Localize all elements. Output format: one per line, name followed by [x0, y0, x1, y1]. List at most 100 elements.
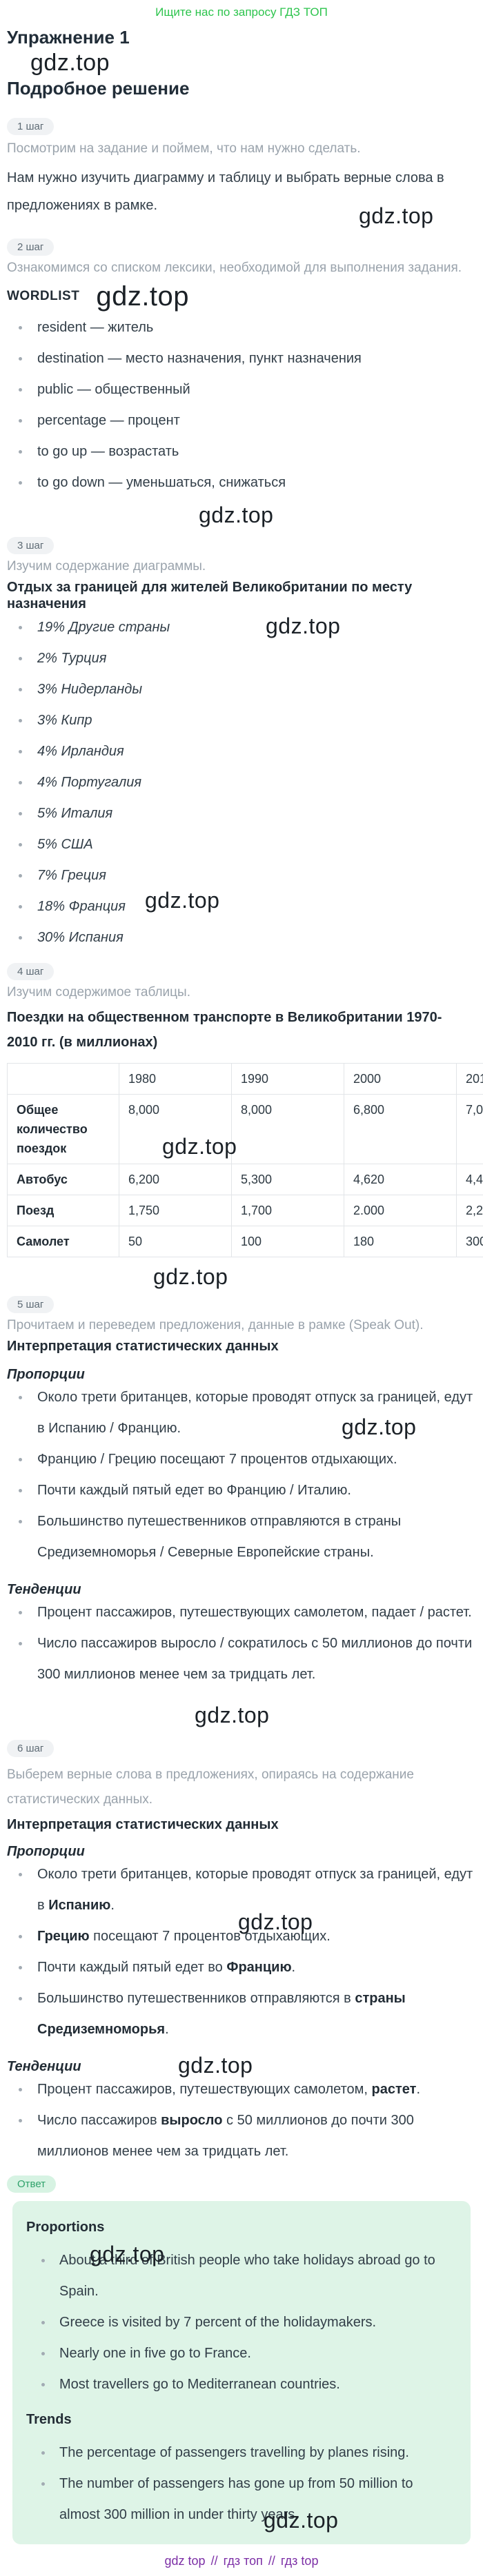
list-item: 19% Другие страны: [7, 612, 476, 643]
proportions-list-6: Около трети британцев, которые проводят …: [7, 1859, 476, 2045]
list-item: Около трети британцев, которые проводят …: [7, 1382, 476, 1444]
value-cell: 50: [119, 1226, 232, 1257]
value-cell: 180: [344, 1226, 457, 1257]
value-cell: 7,000: [456, 1094, 483, 1164]
wordlist-heading: WORDLIST: [7, 289, 80, 303]
list-item: 30% Испания: [7, 922, 476, 953]
value-cell: 1,700: [231, 1195, 344, 1226]
gdz-watermark: gdz.top: [96, 281, 190, 312]
proportions-list-5: Около трети британцев, которые проводят …: [7, 1382, 476, 1568]
gdz-watermark: gdz.top: [359, 203, 434, 228]
value-cell: 8,000: [231, 1094, 344, 1164]
value-cell: 5,300: [231, 1164, 344, 1195]
table-header-cell: [7, 1063, 119, 1095]
step-1-section: 1 шаг Посмотрим на задание и поймем, что…: [7, 97, 476, 219]
exercise-title: Упражнение 1: [7, 27, 130, 48]
step-note-2: Ознакомимся со списком лексики, необходи…: [7, 261, 462, 275]
list-item: Францию / Грецию посещают 7 процентов от…: [7, 1444, 476, 1475]
list-item: Nearly one in five go to France.: [26, 2338, 457, 2369]
list-item: 4% Ирландия: [7, 736, 476, 767]
wordlist-list: resident — житель destination — место наз…: [7, 312, 476, 498]
step-2-section: 2 шаг Ознакомимся со списком лексики, не…: [7, 219, 476, 498]
list-item: Почти каждый пятый едет во Францию / Ита…: [7, 1475, 476, 1506]
value-cell: 100: [231, 1226, 344, 1257]
solution-subtitle: Подробное решение: [7, 78, 190, 99]
list-item: Greece is visited by 7 percent of the ho…: [26, 2307, 457, 2338]
list-item: Процент пассажиров, путешествующих самол…: [7, 1597, 476, 1628]
answer-trends-title: Trends: [26, 2412, 72, 2427]
step-note-4: Изучим содержимое таблицы.: [7, 985, 190, 1000]
list-item: to go down — уменьшаться, снижаться: [7, 467, 476, 498]
list-item: 18% Франция: [7, 891, 476, 922]
answer-proportions-list: About a third of British people who take…: [26, 2245, 457, 2400]
step-badge-3: 3 шаг: [7, 537, 55, 554]
row-label-cell: Самолет: [7, 1226, 119, 1257]
table-row: Самолет50100180300 (4,5%): [7, 1226, 483, 1257]
list-item: percentage — процент: [7, 405, 476, 436]
gdz-watermark: gdz.top: [178, 2053, 253, 2078]
list-item: Большинство путешественников отправляютс…: [7, 1983, 476, 2045]
table-header-cell: 2010: [456, 1063, 483, 1095]
value-cell: 8,000: [119, 1094, 232, 1164]
gdz-watermark: gdz.top: [264, 2508, 339, 2533]
list-item: to go up — возрастать: [7, 436, 476, 467]
table-header-cell: 1990: [231, 1063, 344, 1095]
list-item: The percentage of passengers travelling …: [26, 2437, 457, 2468]
footer-links: gdz top // гдз топ // гдз top: [7, 2554, 476, 2568]
gdz-watermark: gdz.top: [153, 1264, 228, 1289]
list-item: 5% США: [7, 829, 476, 860]
table-header-cell: 1980: [119, 1063, 232, 1095]
value-cell: 4,620: [344, 1164, 457, 1195]
top-search-link[interactable]: Ищите нас по запросу ГДЗ ТОП: [155, 6, 328, 19]
table-header-row: 1980199020002010: [7, 1063, 483, 1095]
step-badge-4: 4 шаг: [7, 963, 55, 980]
answer-badge: Ответ: [7, 2176, 57, 2193]
answer-box: Proportions About a third of British peo…: [12, 2201, 471, 2544]
list-item: Most travellers go to Mediterranean coun…: [26, 2369, 457, 2400]
list-item: public — общественный: [7, 374, 476, 405]
step-badge-6: 6 шаг: [7, 1740, 55, 1757]
row-label-cell: Поезд: [7, 1195, 119, 1226]
table-header-cell: 2000: [344, 1063, 457, 1095]
step-badge-1: 1 шаг: [7, 118, 55, 135]
value-cell: 300 (4,5%): [456, 1226, 483, 1257]
trends-title-6: Тенденции: [7, 2059, 81, 2074]
value-cell: 1,750: [119, 1195, 232, 1226]
step-3-section: 3 шаг Изучим содержание диаграммы. Отдых…: [7, 527, 476, 953]
list-item: Число пассажиров выросло с 50 миллионов …: [7, 2105, 476, 2167]
footer-separator: //: [268, 2554, 275, 2568]
gdz-watermark: gdz.top: [195, 1703, 270, 1727]
gdz-watermark: gdz.top: [342, 1414, 417, 1439]
step-4-section: 4 шаг Изучим содержимое таблицы. Поездки…: [7, 953, 483, 1257]
list-item: 4% Португалия: [7, 767, 476, 798]
footer-link-2[interactable]: гдз топ: [223, 2554, 263, 2568]
list-item: 3% Нидерланды: [7, 674, 476, 705]
value-cell: 2.000: [344, 1195, 457, 1226]
value-cell: 2,250 (32%): [456, 1195, 483, 1226]
diagram-list: 19% Другие страны 2% Турция 3% Нидерланды 3…: [7, 612, 476, 953]
footer-link-1[interactable]: gdz top: [164, 2554, 206, 2568]
step-badge-2: 2 шаг: [7, 239, 55, 256]
step-1-text: Нам нужно изучить диаграмму и таблицу и …: [7, 170, 444, 213]
list-item: 3% Кипр: [7, 705, 476, 736]
gdz-watermark: gdz.top: [30, 50, 110, 76]
gdz-watermark: gdz.top: [199, 503, 274, 527]
interpretation-heading-6: Интерпретация статистических данных: [7, 1817, 279, 1832]
step-5-section: 5 шаг Прочитаем и переведем предложения,…: [7, 1289, 476, 1690]
footer-separator: //: [210, 2554, 218, 2568]
trends-title-5: Тенденции: [7, 1582, 81, 1597]
value-cell: 4,450 (63,5%): [456, 1164, 483, 1195]
row-label-cell: Автобус: [7, 1164, 119, 1195]
step-badge-5: 5 шаг: [7, 1296, 55, 1313]
transport-table: 1980199020002010Общее количество поездок…: [7, 1063, 483, 1257]
list-item: Большинство путешественников отправляютс…: [7, 1506, 476, 1568]
value-cell: 6,800: [344, 1094, 457, 1164]
list-item: destination — место назначения, пункт на…: [7, 343, 476, 374]
footer-link-3[interactable]: гдз top: [280, 2554, 319, 2568]
list-item: Около трети британцев, которые проводят …: [7, 1859, 476, 1921]
step-note-1: Посмотрим на задание и поймем, что нам н…: [7, 141, 361, 156]
list-item: Процент пассажиров, путешествующих самол…: [7, 2074, 476, 2105]
